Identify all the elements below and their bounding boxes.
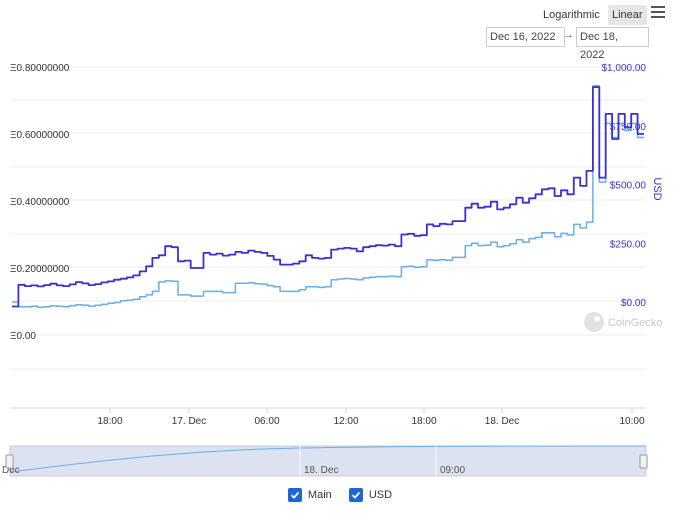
series-group xyxy=(12,85,644,308)
series-line-usd xyxy=(12,85,644,308)
hamburger-menu-icon[interactable] xyxy=(651,6,665,20)
right-axis-tick-label: $500.00 xyxy=(610,181,647,192)
coingecko-watermark: CoinGecko xyxy=(584,312,662,332)
x-axis-tick-label: 12:00 xyxy=(333,416,358,427)
left-axis-tick-label: Ξ0.80000000 xyxy=(10,63,70,74)
x-axis: 18:00 17. Dec 06:00 12:00 18:00 18. Dec 10:00 xyxy=(97,408,645,427)
right-axis-tick-label: $250.00 xyxy=(610,239,647,250)
navigator[interactable]: Dec 18. Dec 09:00 xyxy=(2,445,648,477)
legend: Main USD xyxy=(0,488,680,503)
date-range-arrow: → xyxy=(563,29,574,41)
coingecko-logo-icon xyxy=(584,312,604,332)
left-axis-tick-label: Ξ0.20000000 xyxy=(10,264,70,275)
legend-usd-label: USD xyxy=(368,489,393,501)
right-axis-tick-label: $0.00 xyxy=(621,298,646,309)
navigator-tick-label: 09:00 xyxy=(440,465,465,476)
navigator-handle xyxy=(639,454,648,469)
date-from-input[interactable]: Dec 16, 2022 xyxy=(486,27,565,47)
price-chart: Ξ0.80000000 Ξ0.60000000 Ξ0.40000000 Ξ0.2000… xyxy=(2,63,663,477)
left-axis-tick-label: Ξ0.60000000 xyxy=(10,130,70,141)
navigator-handle xyxy=(5,454,14,469)
check-icon xyxy=(290,491,300,499)
series-line-main xyxy=(12,86,644,308)
x-axis-tick-label: 18:00 xyxy=(411,416,436,427)
main-checkbox[interactable] xyxy=(287,488,302,502)
watermark-text: CoinGecko xyxy=(608,317,662,329)
logarithmic-scale-button[interactable]: Logarithmic xyxy=(543,9,600,21)
x-axis-tick-label: 18. Dec xyxy=(485,416,519,427)
right-axis-title: USD xyxy=(651,177,663,200)
date-to-input[interactable]: Dec 18, 2022 xyxy=(576,27,649,61)
legend-item-usd[interactable]: USD xyxy=(348,488,393,502)
x-axis-tick-label: 06:00 xyxy=(254,416,279,427)
x-axis-tick-label: 10:00 xyxy=(619,416,644,427)
x-axis-tick-label: 18:00 xyxy=(97,416,122,427)
right-axis-tick-label: $1,000.00 xyxy=(602,63,647,74)
grid-lines xyxy=(10,66,646,370)
left-axis: Ξ0.80000000 Ξ0.60000000 Ξ0.40000000 Ξ0.2000… xyxy=(10,63,70,342)
navigator-tick-label: Dec xyxy=(2,465,20,476)
linear-scale-button[interactable]: Linear xyxy=(608,5,647,25)
legend-item-main[interactable]: Main xyxy=(287,488,332,502)
left-axis-tick-label: Ξ0.00 xyxy=(10,331,36,342)
usd-checkbox[interactable] xyxy=(348,488,363,502)
navigator-tick-label: 18. Dec xyxy=(304,465,338,476)
x-axis-tick-label: 17. Dec xyxy=(172,416,206,427)
check-icon xyxy=(351,491,360,499)
left-axis-tick-label: Ξ0.40000000 xyxy=(10,197,70,208)
legend-main-label: Main xyxy=(307,489,332,501)
